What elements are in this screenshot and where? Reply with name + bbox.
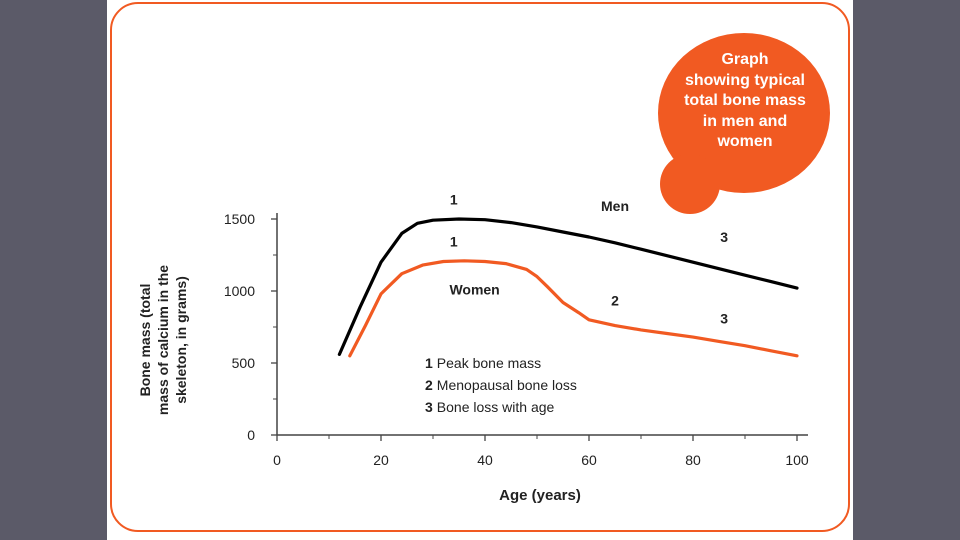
x-tick-label: 100 xyxy=(785,452,809,468)
y-axis-title: Bone mass (total mass of calcium in the … xyxy=(137,265,189,415)
y-tick-label: 1500 xyxy=(224,211,255,227)
callout-line: women xyxy=(717,133,773,150)
legend-item-1: 1 Peak bone mass xyxy=(425,355,541,371)
series-line-women xyxy=(348,259,799,358)
annotation-label: 2 xyxy=(611,292,619,308)
callout-line: total bone mass xyxy=(684,92,806,109)
callout-text: Graph showing typical total bone mass in… xyxy=(660,50,830,153)
y-tick-label: 500 xyxy=(232,355,256,371)
y-axis-title-line-2: mass of calcium in the xyxy=(155,265,171,415)
x-tick-label: 80 xyxy=(685,452,701,468)
series-line-men xyxy=(337,217,799,356)
callout-line: in men and xyxy=(702,112,788,130)
x-tick-label: 60 xyxy=(581,452,597,468)
legend-item-3: 3 Bone loss with age xyxy=(425,399,555,415)
y-tick-label: 1000 xyxy=(224,283,255,299)
y-axis-title-line-1: Bone mass (total xyxy=(137,284,153,397)
x-tick-label: 0 xyxy=(273,452,281,468)
x-tick-label: 40 xyxy=(477,452,493,468)
annotation-label: Men xyxy=(601,198,629,214)
y-tick-label: 0 xyxy=(247,427,255,443)
annotation-label: 3 xyxy=(720,310,728,326)
callout-line: showing typical xyxy=(684,71,805,89)
callout-line: Graph xyxy=(721,51,769,68)
annotation-label: 3 xyxy=(720,229,728,245)
x-tick-label: 20 xyxy=(373,452,389,468)
annotation-label: 1 xyxy=(450,233,458,249)
callout-bubble xyxy=(658,33,830,214)
x-axis-title: Age (years) xyxy=(499,487,581,504)
annotation-label: Women xyxy=(449,282,499,298)
legend-item-2: 2 Menopausal bone loss xyxy=(425,377,577,393)
annotation-label: 1 xyxy=(450,192,458,208)
y-axis-title-line-3: skeleton, in grams) xyxy=(173,276,189,404)
